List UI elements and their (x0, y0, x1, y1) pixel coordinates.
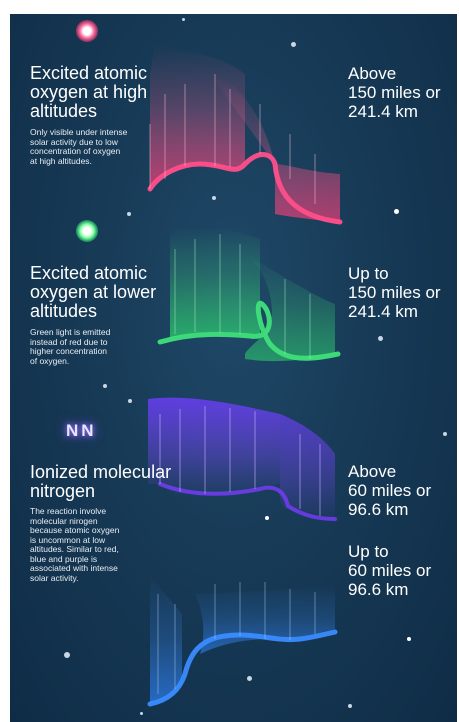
section-title-red-oxygen: Excited atomic oxygen at high altitudes (30, 63, 148, 121)
star (247, 676, 252, 681)
altitude-green-oxygen: Up to 150 miles or 241.4 km (348, 264, 441, 321)
section-description-red-oxygen: Only visible under intense solar activit… (30, 127, 128, 166)
star (348, 704, 352, 708)
altitude-red-oxygen: Above 150 miles or 241.4 km (348, 64, 441, 121)
blue-aurora-curtain (147, 574, 338, 707)
nitrogen-molecule-icon: NN (66, 421, 97, 440)
purple-aurora-curtain (148, 397, 337, 521)
star (140, 712, 143, 715)
star (128, 399, 132, 403)
altitude-nitrogen-upper: Above 60 miles or 96.6 km (348, 462, 432, 519)
star (291, 42, 296, 47)
star (443, 432, 447, 436)
section-description-green-oxygen: Green light is emitted instead of red du… (30, 327, 111, 366)
star (394, 209, 399, 214)
oxygen-atom-red-icon (76, 20, 98, 42)
star (212, 196, 216, 200)
star (265, 516, 269, 520)
section-title-nitrogen: Ionized molecular nitrogen (30, 462, 172, 501)
section-description-nitrogen: The reaction involve molecular nirogen b… (30, 506, 120, 583)
aurora-illustration (147, 44, 343, 707)
star (127, 212, 131, 216)
oxygen-atom-green-icon (76, 220, 98, 242)
star (182, 18, 185, 21)
section-title-green-oxygen: Excited atomic oxygen at lower altitudes (30, 263, 157, 321)
pink-aurora-curtain (147, 44, 343, 225)
altitude-nitrogen-lower: Up to 60 miles or 96.6 km (348, 542, 432, 599)
green-aurora-curtain (157, 227, 341, 362)
aurora-infographic: Excited atomic oxygen at high altitudes … (10, 14, 457, 722)
star (64, 652, 70, 658)
star (407, 637, 411, 641)
star (103, 384, 107, 388)
star (378, 336, 383, 341)
